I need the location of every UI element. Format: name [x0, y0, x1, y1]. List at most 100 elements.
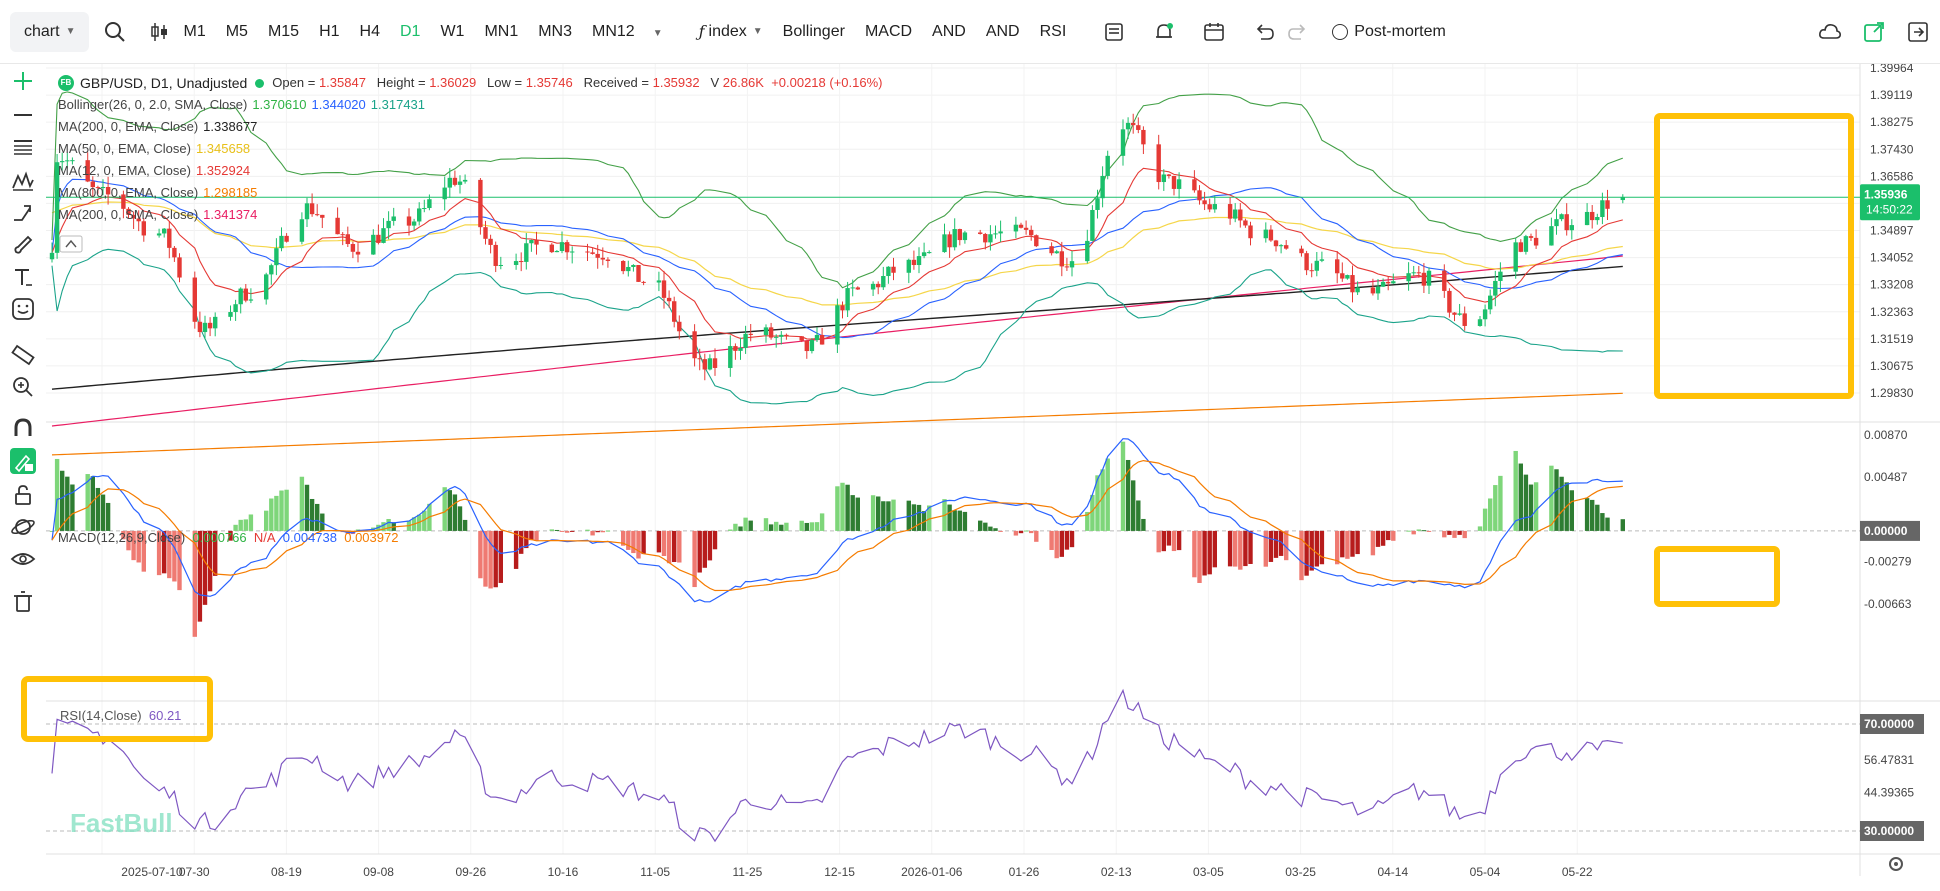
timeframe-h1[interactable]: H1 [319, 22, 340, 40]
macd-histogram-bar [1054, 530, 1059, 559]
alert-bell-icon[interactable] [1152, 20, 1176, 44]
macd-histogram-bar [299, 476, 305, 531]
macd-histogram-bar [1350, 530, 1355, 557]
candle-body [1120, 129, 1126, 156]
indicator-button-1[interactable]: MACD [864, 22, 913, 40]
macd-histogram-bar [559, 530, 565, 532]
macd-histogram-bar [1100, 469, 1105, 531]
chart-type-select[interactable]: chart ▼ [10, 11, 90, 52]
timeframe-mn12[interactable]: MN12 [592, 22, 635, 40]
date-tick-label: 07-30 [179, 865, 210, 879]
rsi-tick-label: 56.47831 [1864, 753, 1914, 767]
rsi-value: 60.21 [148, 708, 182, 723]
macd-histogram-bar [590, 530, 595, 536]
candle-body [656, 280, 662, 283]
hlines-icon[interactable] [10, 134, 36, 160]
macd-histogram-bar [248, 514, 254, 531]
plus-icon[interactable] [10, 68, 36, 94]
zoom-icon[interactable] [10, 374, 36, 400]
indicator-button-3[interactable]: AND [985, 22, 1020, 40]
price-tick-label: 1.29830 [1870, 386, 1914, 400]
indicator-legend-row[interactable]: Bollinger(26, 0, 2.0, SMA, Close) 1.37061… [58, 94, 883, 116]
candle-body [320, 214, 325, 218]
height-value: 1.36029 [429, 75, 477, 90]
macd-histogram-bar [478, 530, 483, 579]
candle-body [406, 216, 412, 226]
indicator-legend-row[interactable]: MA(800, 0, EMA, Close) 1.298185 [58, 182, 883, 204]
brush-icon[interactable] [10, 232, 36, 258]
calendar-icon[interactable] [1202, 20, 1226, 44]
indicator-legend-value: 1.338677 [203, 119, 258, 134]
macd-histogram-bar [876, 496, 881, 531]
macd-histogram-bar [1447, 530, 1452, 535]
exit-icon[interactable] [1906, 20, 1930, 44]
candle-body [248, 299, 254, 301]
postmortem-button[interactable]: Post-mortem [1332, 23, 1446, 41]
candle-body [1340, 273, 1345, 279]
ruler-icon[interactable] [10, 342, 36, 368]
magnet-icon[interactable] [10, 416, 36, 442]
macd-histogram-bar [733, 523, 738, 531]
timeframe-m15[interactable]: M15 [267, 22, 300, 40]
indicator-legend-row[interactable]: MA(200, 0, SMA, Close) 1.341374 [58, 204, 883, 226]
indicator-button-0[interactable]: Bollinger [782, 22, 845, 40]
fastbull-logo-icon: FB [58, 75, 74, 91]
timeframe-mn1[interactable]: MN1 [484, 22, 519, 40]
indicator-legend-row[interactable]: MA(12, 0, EMA, Close) 1.352924 [58, 160, 883, 182]
emoji-icon[interactable] [10, 296, 36, 322]
candle-body [707, 358, 713, 370]
timeframe-h4[interactable]: H4 [359, 22, 380, 40]
macd-histogram-bar [1314, 530, 1319, 567]
collapse-legend-button[interactable] [59, 235, 83, 253]
timeframe-mn3[interactable]: MN3 [538, 22, 572, 40]
candle-body [315, 214, 320, 216]
timeframe-m5[interactable]: M5 [225, 22, 248, 40]
candle-body [488, 238, 493, 245]
candle-body [605, 259, 611, 261]
candle-body [1207, 204, 1212, 210]
indicator-legend-row[interactable]: MA(200, 0, EMA, Close) 1.338677 [58, 116, 883, 138]
timeframe-more[interactable]: ▼ [647, 23, 663, 41]
index-button[interactable]: ƒ index ▼ [699, 22, 763, 41]
indicator-button-2[interactable]: AND [932, 22, 966, 40]
indicator-button-4[interactable]: RSI [1039, 22, 1067, 40]
undo-icon[interactable] [1252, 20, 1276, 44]
timeframe-w1[interactable]: W1 [440, 22, 465, 40]
timeframe-m1[interactable]: M1 [183, 22, 206, 40]
candlestick-icon[interactable] [147, 20, 171, 44]
macd-histogram-bar [728, 529, 733, 531]
trash-icon[interactable] [10, 588, 36, 614]
candle-body [1248, 225, 1253, 239]
lock-icon[interactable] [10, 482, 36, 508]
redo-icon[interactable] [1286, 20, 1310, 44]
timeframe-d1[interactable]: D1 [399, 22, 421, 40]
layout-icon[interactable] [1102, 20, 1126, 44]
axes: 1.39964 1.39119 1.38275 1.37430 1.36586 1.357… [121, 64, 1924, 879]
macd-histogram-bar [845, 484, 850, 531]
indicator-legend: Bollinger(26, 0, 2.0, SMA, Close) 1.37061… [58, 94, 883, 226]
hline-icon[interactable] [10, 102, 36, 128]
candle-body [728, 346, 733, 368]
search-icon[interactable] [103, 20, 127, 44]
wave-icon[interactable] [10, 168, 36, 194]
macd-histogram-bar [141, 530, 146, 572]
candle-body [264, 274, 269, 300]
cloud-icon[interactable] [1818, 20, 1842, 44]
external-link-icon[interactable] [1862, 20, 1886, 44]
planet-icon[interactable] [10, 514, 36, 540]
date-tick-label: 10-16 [548, 865, 579, 879]
lock-draw-icon[interactable] [10, 448, 36, 474]
rsi-pane [46, 688, 1860, 843]
macd-histogram-bar [1278, 530, 1284, 556]
macd-histogram-bar [707, 530, 713, 561]
macd-histogram-bar [927, 505, 932, 531]
trend-icon[interactable] [10, 200, 36, 226]
macd-histogram-bar [513, 530, 519, 569]
eye-icon[interactable] [10, 546, 36, 572]
indicator-legend-row[interactable]: MA(50, 0, EMA, Close) 1.345658 [58, 138, 883, 160]
text-icon[interactable] [10, 264, 36, 290]
price-tick-label: 1.31519 [1870, 332, 1914, 346]
settings-gear-icon[interactable] [1889, 857, 1903, 871]
candle-body [677, 321, 682, 332]
chart-canvas[interactable]: 1.39964 1.39119 1.38275 1.37430 1.36586 1.357… [0, 64, 1940, 891]
